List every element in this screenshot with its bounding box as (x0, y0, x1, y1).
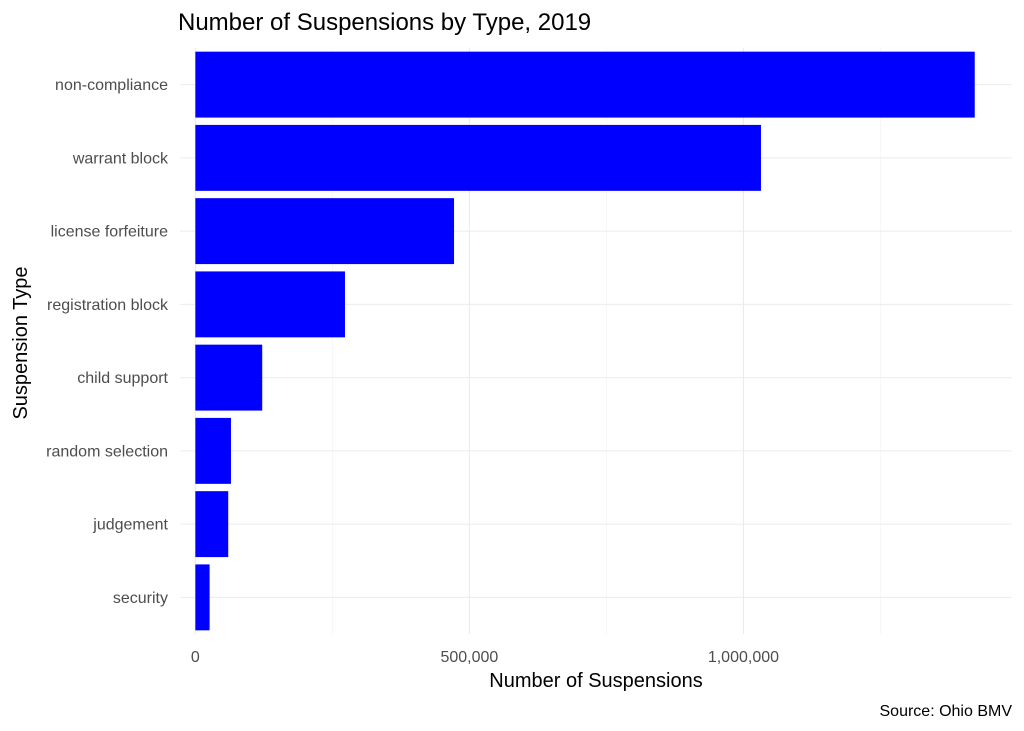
y-tick-label: child support (77, 370, 168, 387)
bar-child-support (195, 344, 263, 411)
bars (195, 51, 975, 631)
bar-license-forfeiture (195, 198, 455, 265)
x-tick-labels: 0 500,000 1,000,000 (191, 649, 779, 666)
bar-warrant-block (195, 124, 761, 191)
bar-judgement (195, 491, 229, 558)
x-tick-label: 1,000,000 (708, 649, 779, 666)
bar-registration-block (195, 271, 345, 338)
y-tick-label: random selection (46, 443, 168, 460)
y-tick-label: judgement (92, 517, 168, 534)
x-axis-title: Number of Suspensions (489, 670, 702, 692)
y-tick-label: registration block (47, 297, 169, 314)
y-tick-label: license forfeiture (51, 224, 168, 241)
y-tick-label: security (113, 590, 168, 607)
bar-non-compliance (195, 51, 975, 118)
x-tick-label: 500,000 (440, 649, 498, 666)
y-tick-label: non-compliance (55, 77, 168, 94)
y-tick-labels: non-compliance warrant block license forfe… (46, 77, 169, 607)
chart-caption: Source: Ohio BMV (880, 703, 1013, 720)
chart-title: Number of Suspensions by Type, 2019 (178, 9, 591, 36)
y-axis-title: Suspension Type (10, 266, 32, 419)
bar-security (195, 564, 210, 631)
x-tick-label: 0 (191, 649, 200, 666)
y-tick-label: warrant block (72, 150, 169, 167)
bar-random-selection (195, 417, 231, 484)
